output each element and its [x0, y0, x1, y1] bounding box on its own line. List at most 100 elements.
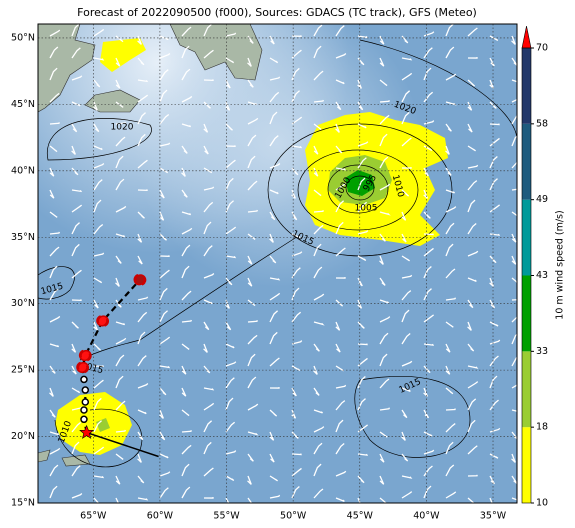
- wind-barb: [511, 35, 516, 45]
- wind-barb: [269, 76, 281, 81]
- wind-barb: [159, 52, 171, 59]
- wind-barb: [489, 375, 498, 389]
- wind-barb: [291, 35, 302, 37]
- wind-barb: [423, 343, 435, 346]
- wind-barb: [423, 31, 435, 37]
- wind-barb: [49, 409, 56, 418]
- wind-barb: [313, 243, 322, 257]
- wind-barb: [467, 164, 479, 169]
- wind-barb: [71, 189, 83, 193]
- wind-barb: [225, 450, 237, 455]
- track-point: [81, 398, 90, 406]
- wind-barb: [379, 475, 385, 485]
- wind-barb: [511, 188, 517, 191]
- wind-barb: [379, 114, 390, 125]
- wind-barb: [247, 155, 256, 169]
- wind-barb: [247, 431, 259, 436]
- colorbar-label: 10 m wind speed (m/s): [555, 210, 566, 319]
- wind-barb: [115, 277, 120, 287]
- wind-barb: [335, 53, 347, 59]
- wind-barb: [115, 255, 122, 264]
- wind-barb: [247, 180, 258, 191]
- wind-barb: [291, 116, 303, 125]
- wind-barb: [511, 316, 517, 323]
- colorbar-tick-label: 33: [536, 346, 548, 357]
- wind-barb: [335, 321, 341, 331]
- wind-barb: [269, 211, 276, 221]
- wind-barb: [137, 255, 143, 265]
- wind-barb: [159, 471, 171, 477]
- wind-barb: [489, 299, 496, 309]
- wind-barb: [159, 409, 164, 419]
- wind-barb: [115, 233, 126, 238]
- wind-barb: [71, 101, 81, 107]
- wind-barb: [71, 243, 80, 257]
- wind-barb: [49, 122, 60, 125]
- wind-barb: [247, 117, 259, 125]
- wind-barb: [313, 442, 323, 455]
- wind-barb: [181, 319, 192, 323]
- wind-barb: [357, 398, 366, 411]
- wind-barb: [445, 222, 455, 235]
- y-tick-label: 40°N: [11, 165, 35, 176]
- wind-barb: [247, 79, 254, 88]
- wind-barb: [335, 343, 341, 353]
- y-tick-label: 45°N: [11, 99, 35, 110]
- wind-barb: [401, 453, 409, 462]
- wind-barb: [357, 177, 366, 191]
- wind-barb: [93, 379, 104, 389]
- wind-barb: [379, 79, 388, 87]
- wind-barb: [401, 167, 412, 169]
- wind-barb: [291, 267, 301, 279]
- wind-barb: [423, 449, 435, 455]
- wind-barb: [291, 145, 303, 149]
- storm-position: [79, 424, 95, 439]
- wind-barb: [511, 356, 517, 367]
- colorbar-tick-label: 10: [536, 498, 548, 509]
- wind-barb: [115, 497, 120, 503]
- wind-barb: [423, 265, 432, 279]
- isobar: [54, 408, 143, 468]
- wind-barb: [423, 485, 432, 499]
- wind-barb: [181, 365, 187, 375]
- wind-barb: [445, 24, 454, 37]
- wind-barb: [423, 288, 432, 301]
- wind-barb: [137, 57, 145, 66]
- wind-barb: [247, 320, 258, 323]
- wind-barb: [225, 497, 230, 503]
- wind-barb: [401, 72, 413, 81]
- wind-barb: [203, 441, 212, 455]
- wind-barb: [203, 299, 213, 305]
- wind-barb: [445, 321, 454, 328]
- wind-barb: [137, 94, 149, 103]
- wind-barb: [115, 57, 121, 67]
- wind-barb: [291, 49, 302, 59]
- wind-barb: [335, 221, 344, 235]
- wind-barb: [159, 113, 170, 125]
- wind-barb: [137, 355, 147, 367]
- storm-symbol: [133, 274, 147, 286]
- wind-barb: [93, 179, 103, 191]
- wind-barb: [181, 343, 190, 350]
- wind-barb: [291, 251, 303, 257]
- wind-barb: [93, 299, 99, 309]
- wind-barb: [379, 100, 390, 103]
- wind-barb: [445, 145, 450, 155]
- wind-barb: [115, 205, 127, 213]
- wind-barb: [423, 465, 433, 477]
- wind-barb: [291, 211, 298, 221]
- wind-barb: [335, 101, 342, 111]
- wind-barb: [247, 497, 253, 503]
- wind-barb: [137, 112, 146, 125]
- wind-barb: [313, 343, 320, 352]
- wind-barb: [445, 46, 455, 59]
- wind-barb: [379, 35, 385, 45]
- wind-barb: [335, 497, 345, 502]
- map-area: 1020102010151015101510151010101010051000…: [38, 24, 517, 503]
- wind-barb: [269, 111, 278, 125]
- wind-barb: [49, 431, 60, 436]
- isobar: [327, 164, 389, 214]
- wind-barb: [291, 233, 301, 239]
- wind-barb: [467, 223, 477, 235]
- wind-barb: [467, 365, 479, 369]
